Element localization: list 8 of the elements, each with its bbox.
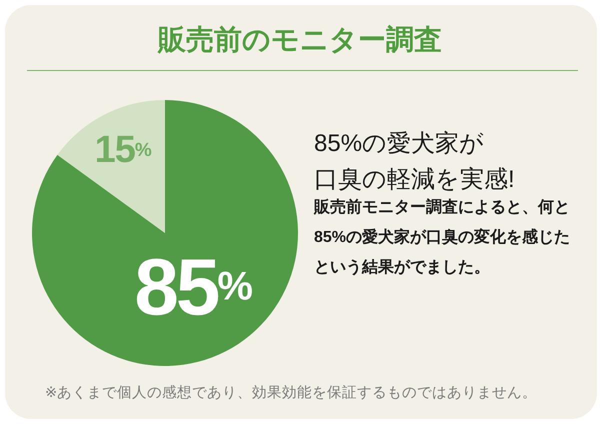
text: 販売前モニター調査によると、何と85%の愛犬家が口臭の変化を感じたという結果がでました。 — [314, 197, 572, 278]
text: ※あくまで個人の感想であり、効果効能を保証するものではありません。 — [45, 384, 538, 403]
data-label: 15% — [94, 129, 152, 172]
chart-title: 販売前のモニター調査 — [156, 23, 443, 57]
data-label: 85% — [134, 242, 252, 331]
pie-slice — [32, 100, 298, 366]
pie-slice — [57, 100, 165, 233]
text: 85%の愛犬家が口臭の軽減を実感! — [314, 130, 515, 193]
